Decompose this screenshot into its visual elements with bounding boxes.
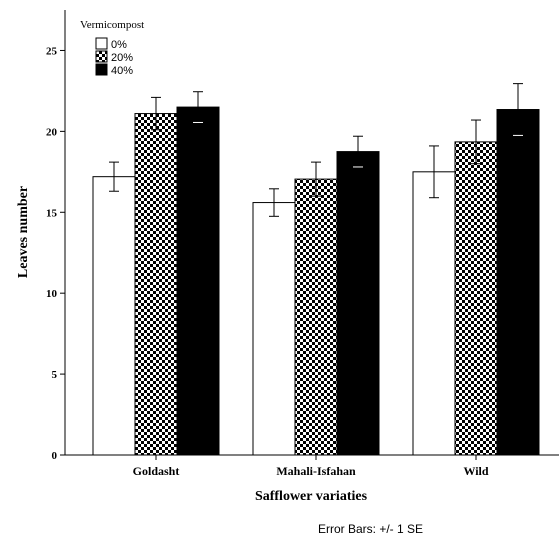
y-axis-title: Leaves number bbox=[16, 186, 31, 278]
bar bbox=[134, 113, 178, 456]
x-ticks: Goldasht Mahali-Isfahan Wild bbox=[133, 455, 489, 478]
legend-label: 0% bbox=[111, 39, 127, 51]
legend-swatch bbox=[95, 37, 108, 50]
error-bars bbox=[109, 83, 523, 217]
bar bbox=[294, 178, 338, 456]
x-tick-label: Wild bbox=[463, 464, 488, 478]
y-tick-label: 10 bbox=[46, 288, 58, 300]
x-tick-label: Goldasht bbox=[133, 464, 180, 478]
bar bbox=[496, 109, 540, 456]
y-tick-label: 0 bbox=[52, 450, 58, 462]
x-axis-title: Safflower variaties bbox=[255, 489, 368, 504]
bars bbox=[92, 106, 540, 456]
legend-label: 20% bbox=[111, 52, 133, 64]
y-tick-label: 25 bbox=[46, 45, 58, 57]
y-tick-label: 15 bbox=[46, 207, 58, 219]
legend-swatch bbox=[95, 50, 108, 63]
y-tick-label: 20 bbox=[46, 126, 58, 138]
bar bbox=[454, 141, 498, 456]
y-tick-label: 5 bbox=[52, 369, 58, 381]
legend-label: 40% bbox=[111, 65, 133, 77]
bar bbox=[176, 106, 220, 456]
legend: Vermicompost 0%20%40% bbox=[80, 19, 144, 77]
y-ticks: 0 5 10 15 20 25 bbox=[46, 45, 65, 462]
bar bbox=[336, 151, 380, 456]
legend-items: 0%20%40% bbox=[95, 37, 133, 77]
bar bbox=[92, 176, 136, 456]
x-tick-label: Mahali-Isfahan bbox=[276, 464, 356, 478]
bar bbox=[252, 202, 296, 456]
legend-swatch bbox=[95, 63, 108, 76]
bar bbox=[412, 171, 456, 456]
legend-title: Vermicompost bbox=[80, 19, 144, 31]
error-bars-note: Error Bars: +/- 1 SE bbox=[318, 522, 423, 536]
